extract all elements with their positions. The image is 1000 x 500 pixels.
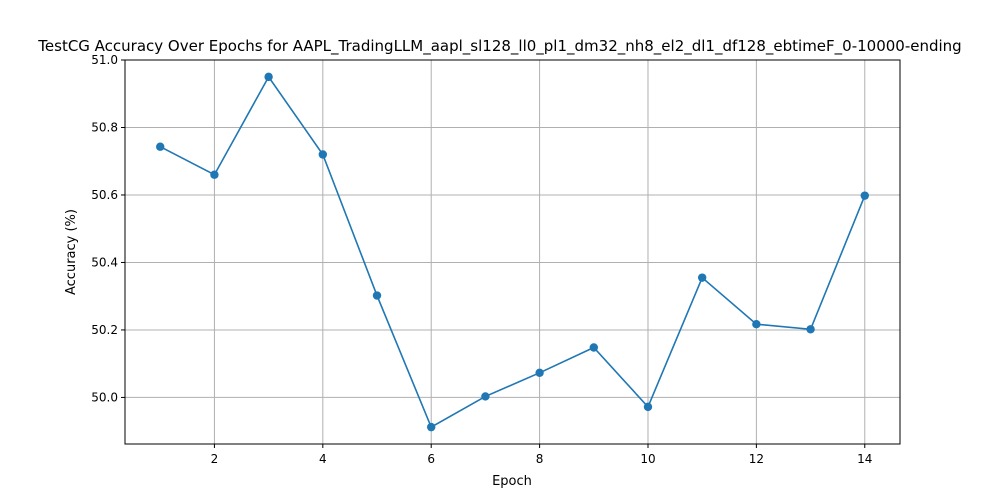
data-point [372,291,382,300]
x-tick-label: 8 [536,452,544,466]
data-point [860,191,869,200]
chart-title: TestCG Accuracy Over Epochs for AAPL_Tra… [37,37,961,56]
x-tick-label: 2 [211,452,219,466]
y-tick-label: 51.0 [91,53,118,67]
data-point [318,150,328,159]
x-tick-label: 4 [319,452,327,466]
y-tick-label: 50.4 [91,255,118,269]
data-point [427,422,436,432]
y-axis-label: Accuracy (%) [64,209,79,295]
accuracy-points [156,72,869,432]
x-axis-label: Epoch [492,474,532,489]
x-tick-label: 14 [857,452,872,466]
y-tick-label: 50.2 [91,323,118,337]
accuracy-line [159,75,866,429]
data-point [643,402,653,412]
y-axis-ticks: 50.0 50.2 50.4 50.6 50.8 51.0 [91,53,125,404]
data-point [481,392,490,401]
data-point [806,325,815,334]
data-point [589,343,598,352]
x-tick-label: 12 [749,452,764,466]
data-point [264,72,273,82]
data-point [210,170,219,179]
data-point [697,273,707,282]
plot-frame [124,59,901,445]
x-tick-label: 10 [640,452,655,466]
y-tick-label: 50.6 [91,188,118,202]
x-tick-label: 6 [427,452,435,466]
y-tick-label: 50.0 [91,390,118,404]
x-grid-lines [213,60,866,444]
x-axis-ticks: 2 4 6 8 10 12 14 [211,444,872,466]
y-grid-lines [125,59,900,398]
data-point [752,320,761,329]
data-point [156,142,165,151]
data-point [535,368,544,378]
y-tick-label: 50.8 [91,120,118,134]
